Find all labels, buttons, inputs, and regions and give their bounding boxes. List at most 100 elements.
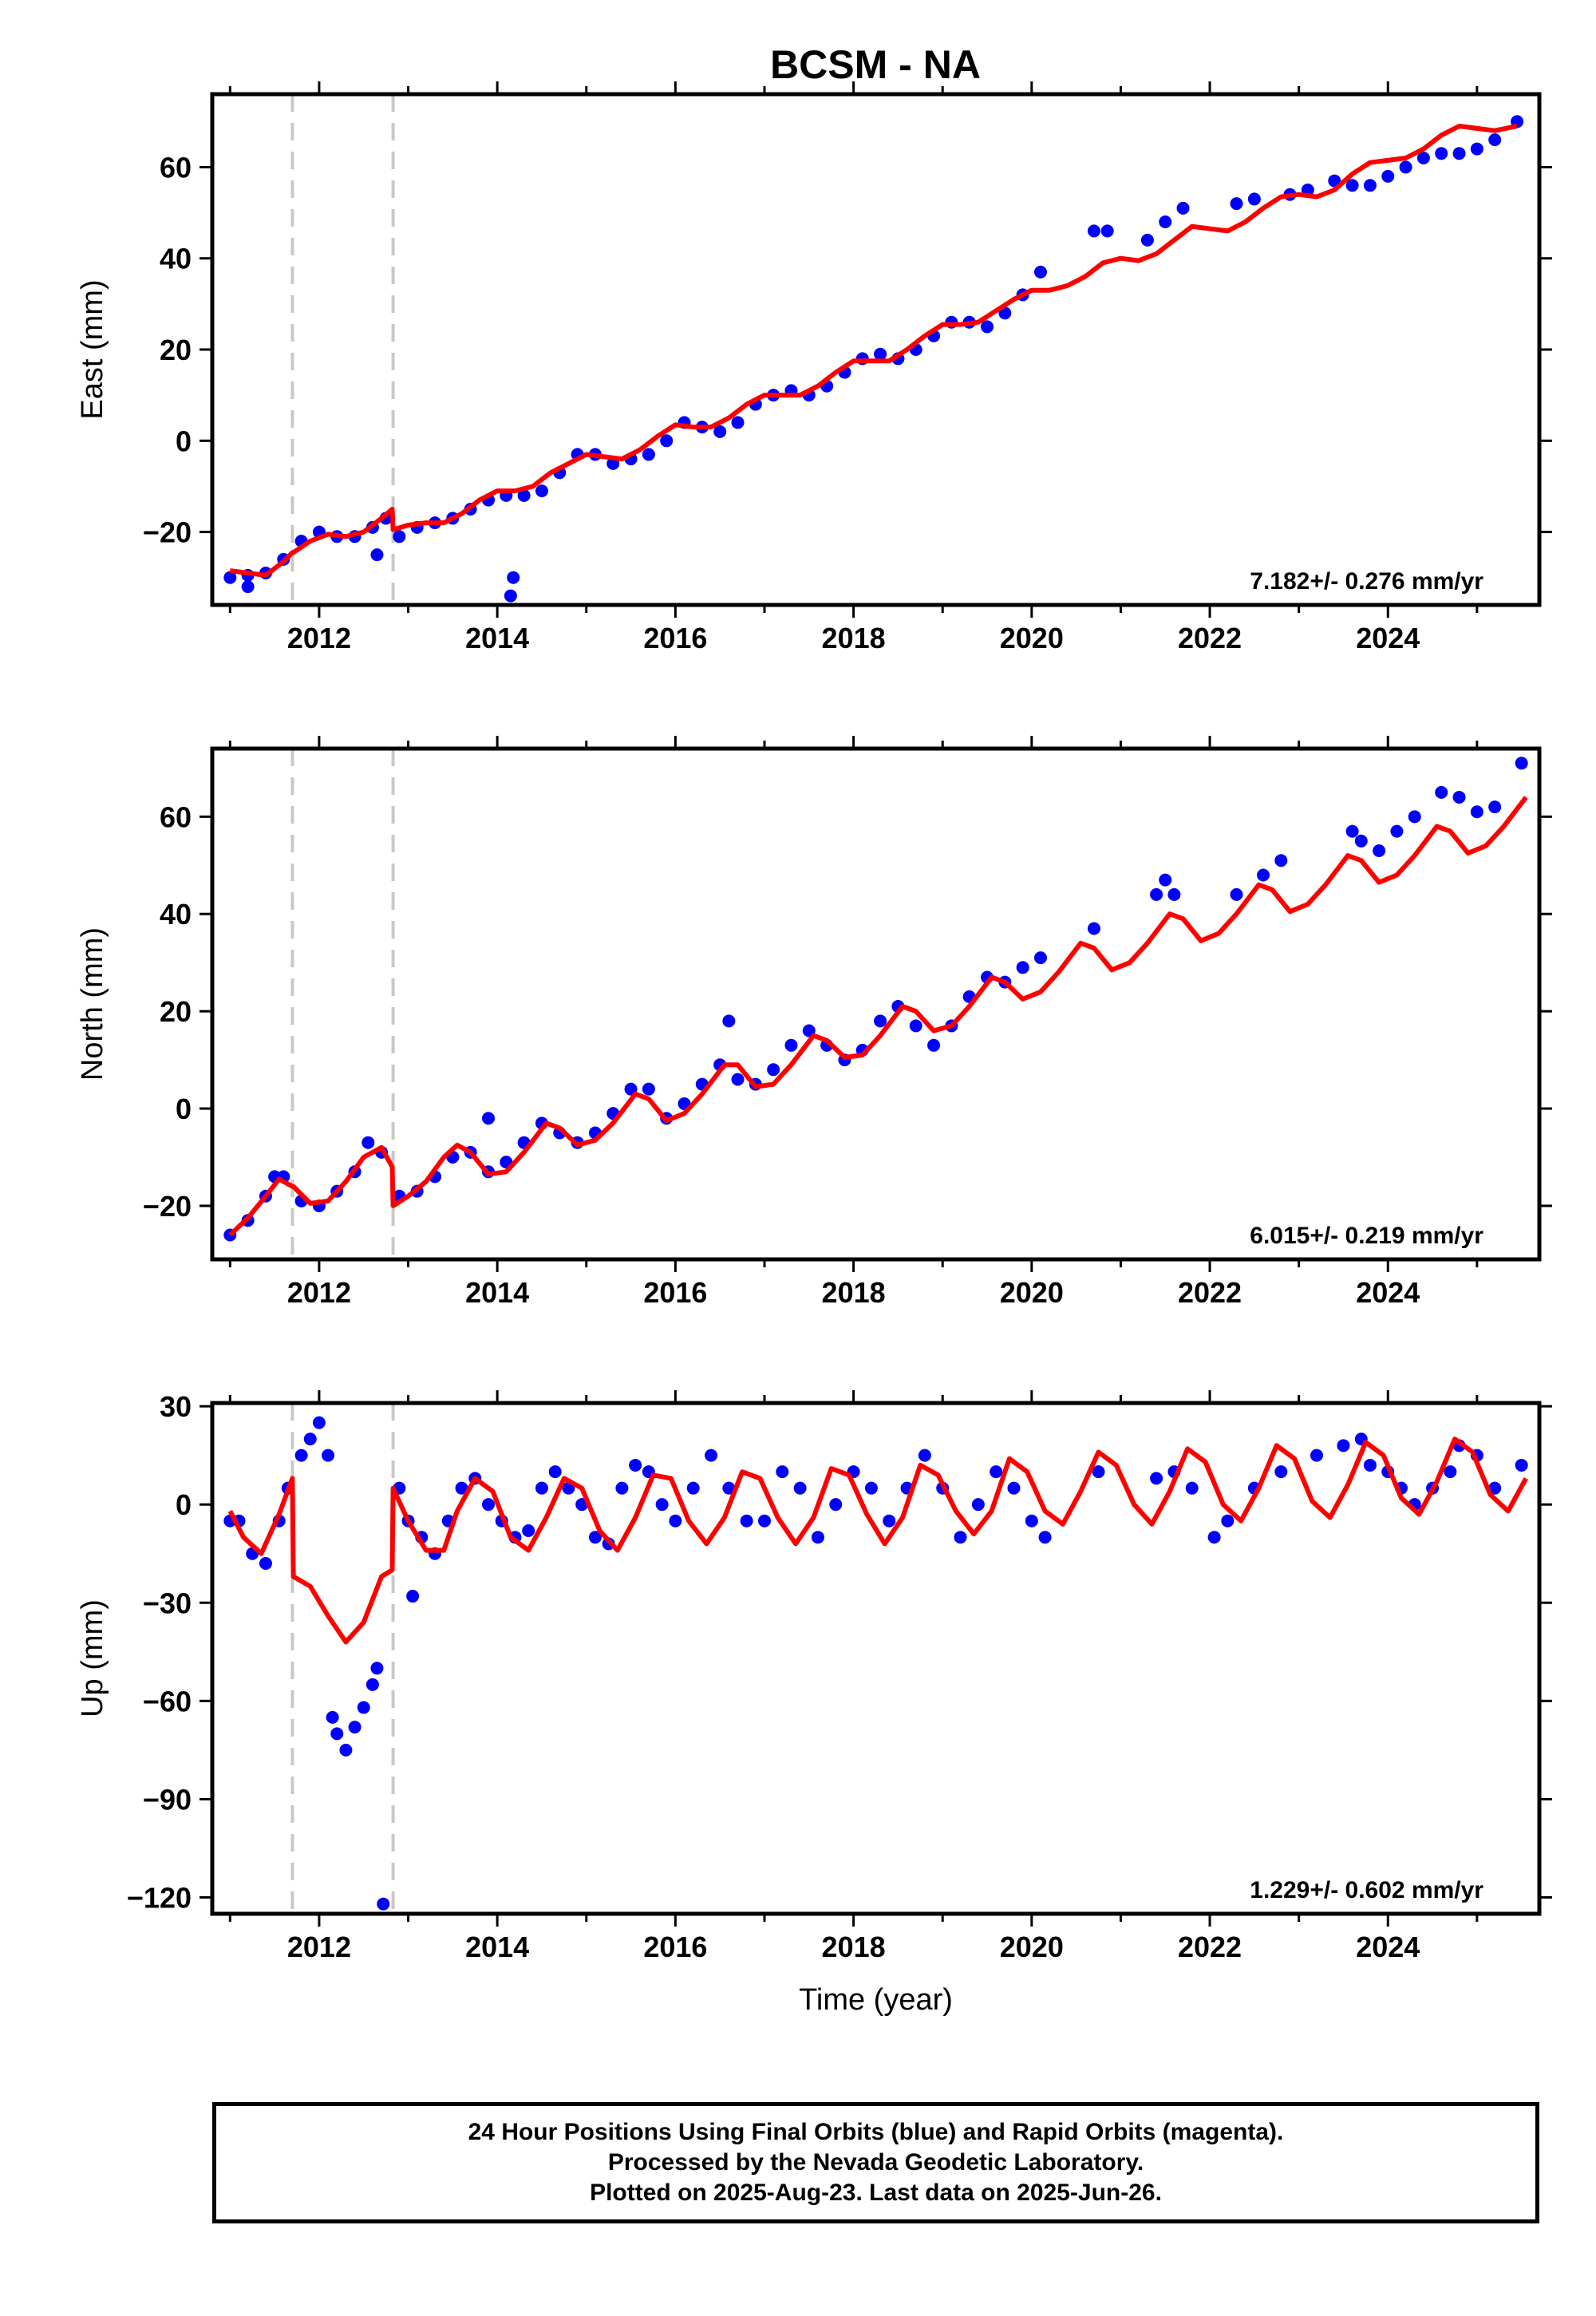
east-data-point: [504, 589, 517, 603]
up-xtick-label: 2012: [287, 1931, 351, 1963]
east-data-point: [981, 320, 994, 334]
north-data-point: [927, 1038, 941, 1052]
north-data-point: [1230, 887, 1243, 901]
north-xtick-label: 2012: [287, 1276, 351, 1309]
north-rate-label: 6.015+/- 0.219 mm/yr: [1250, 1223, 1483, 1249]
up-data-point: [588, 1531, 602, 1544]
up-data-point: [1150, 1472, 1163, 1485]
up-data-point: [259, 1557, 272, 1571]
east-data-point: [1087, 224, 1100, 238]
up-data-point: [1363, 1458, 1377, 1472]
up-data-point: [971, 1498, 985, 1512]
east-data-point: [1100, 224, 1114, 238]
east-xtick-label: 2014: [465, 622, 529, 654]
up-ylabel: Up (mm): [76, 1599, 109, 1717]
up-data-point: [686, 1481, 700, 1495]
up-xtick-label: 2018: [822, 1931, 886, 1963]
up-data-point: [326, 1710, 339, 1724]
up-data-point: [481, 1498, 495, 1512]
up-data-point: [1025, 1514, 1038, 1528]
north-data-point: [874, 1014, 887, 1028]
north-data-point: [1390, 824, 1404, 838]
footer-line-2: Processed by the Nevada Geodetic Laborat…: [607, 2149, 1144, 2176]
up-plot-area: [223, 1416, 1528, 1911]
north-data-point: [1354, 834, 1368, 848]
east-data-point: [1381, 169, 1395, 183]
east-data-point: [241, 580, 255, 594]
north-data-point: [1452, 790, 1466, 804]
north-data-point: [1167, 887, 1181, 901]
east-ylabel: East (mm): [76, 279, 109, 419]
east-data-point: [517, 488, 531, 502]
up-data-point: [990, 1465, 1003, 1479]
east-xtick-label: 2022: [1178, 622, 1242, 654]
east-panel: −20 0 20 40 60 2012 2014 2016 2018 2020 2022 2024 Ea…: [76, 81, 1552, 654]
up-model-line: [227, 1437, 1528, 1645]
east-ytick-label: −20: [143, 516, 192, 549]
up-data-point: [1092, 1465, 1105, 1479]
up-data-point: [1038, 1531, 1052, 1544]
up-data-point: [1221, 1514, 1235, 1528]
north-data-point: [642, 1082, 655, 1096]
east-data-point: [660, 434, 674, 448]
east-data-point: [1399, 160, 1412, 174]
north-frame: [210, 746, 1542, 1262]
up-data-point: [357, 1701, 370, 1714]
up-data-point: [312, 1416, 326, 1429]
east-ytick-label: 60: [160, 151, 192, 184]
up-xtick-label: 2016: [643, 1931, 707, 1963]
north-xtick-label: 2018: [822, 1276, 886, 1309]
north-xtick-label: 2020: [1000, 1276, 1064, 1309]
footer-box: 24 Hour Positions Using Final Orbits (bl…: [212, 2102, 1539, 2223]
north-data-point: [1087, 922, 1100, 935]
north-data-point: [1488, 800, 1502, 814]
up-rate-label: 1.229+/- 0.602 mm/yr: [1250, 1877, 1483, 1903]
east-data-point: [642, 448, 655, 461]
east-ytick-label: 40: [160, 243, 192, 275]
north-data-point: [1373, 844, 1386, 857]
east-data-point: [1435, 147, 1448, 160]
north-ytick-label: 40: [160, 898, 192, 931]
north-data-point: [1016, 961, 1029, 974]
up-xtick-label: 2014: [465, 1931, 529, 1963]
north-panel: −20 0 20 40 60 2012 2014 2016 2018 2020 2022 2024 No…: [76, 736, 1552, 1309]
up-xtick-label: 2022: [1178, 1931, 1242, 1963]
east-data-point: [1159, 215, 1172, 228]
east-data-point: [1176, 201, 1190, 215]
up-data-point: [954, 1531, 967, 1544]
up-data-point: [740, 1514, 753, 1528]
up-data-point: [1310, 1448, 1323, 1462]
footer-line-1: 24 Hour Positions Using Final Orbits (bl…: [468, 2119, 1284, 2145]
up-data-point: [1274, 1465, 1288, 1479]
up-data-point: [535, 1481, 548, 1495]
up-ytick-label: −60: [143, 1685, 192, 1717]
east-plot-area: [223, 115, 1524, 603]
north-data-point: [731, 1073, 745, 1086]
up-data-point: [1185, 1481, 1199, 1495]
up-data-point: [918, 1448, 931, 1462]
chart-title: BCSM - NA: [770, 42, 981, 87]
north-ytick-label: −20: [143, 1190, 192, 1223]
east-data-point: [1033, 265, 1047, 279]
north-data-point: [1470, 805, 1483, 819]
up-data-point: [348, 1721, 361, 1734]
north-ylabel: North (mm): [76, 927, 109, 1081]
up-data-point: [303, 1433, 317, 1446]
up-data-point: [1488, 1481, 1502, 1495]
up-data-point: [722, 1481, 736, 1495]
up-data-point: [615, 1481, 629, 1495]
up-data-point: [864, 1481, 878, 1495]
north-data-point: [722, 1014, 736, 1028]
north-xtick-label: 2024: [1356, 1276, 1420, 1309]
up-data-point: [1337, 1439, 1350, 1452]
up-data-point: [548, 1465, 562, 1479]
up-data-point: [669, 1514, 682, 1528]
panels: −20 0 20 40 60 2012 2014 2016 2018 2020 2022 2024 Ea…: [76, 81, 1552, 2017]
east-data-point: [1140, 233, 1154, 247]
north-data-point: [1150, 887, 1163, 901]
up-data-point: [1207, 1531, 1221, 1544]
east-xtick-label: 2018: [822, 622, 886, 654]
up-data-point: [1444, 1465, 1457, 1479]
north-xtick-label: 2022: [1178, 1276, 1242, 1309]
